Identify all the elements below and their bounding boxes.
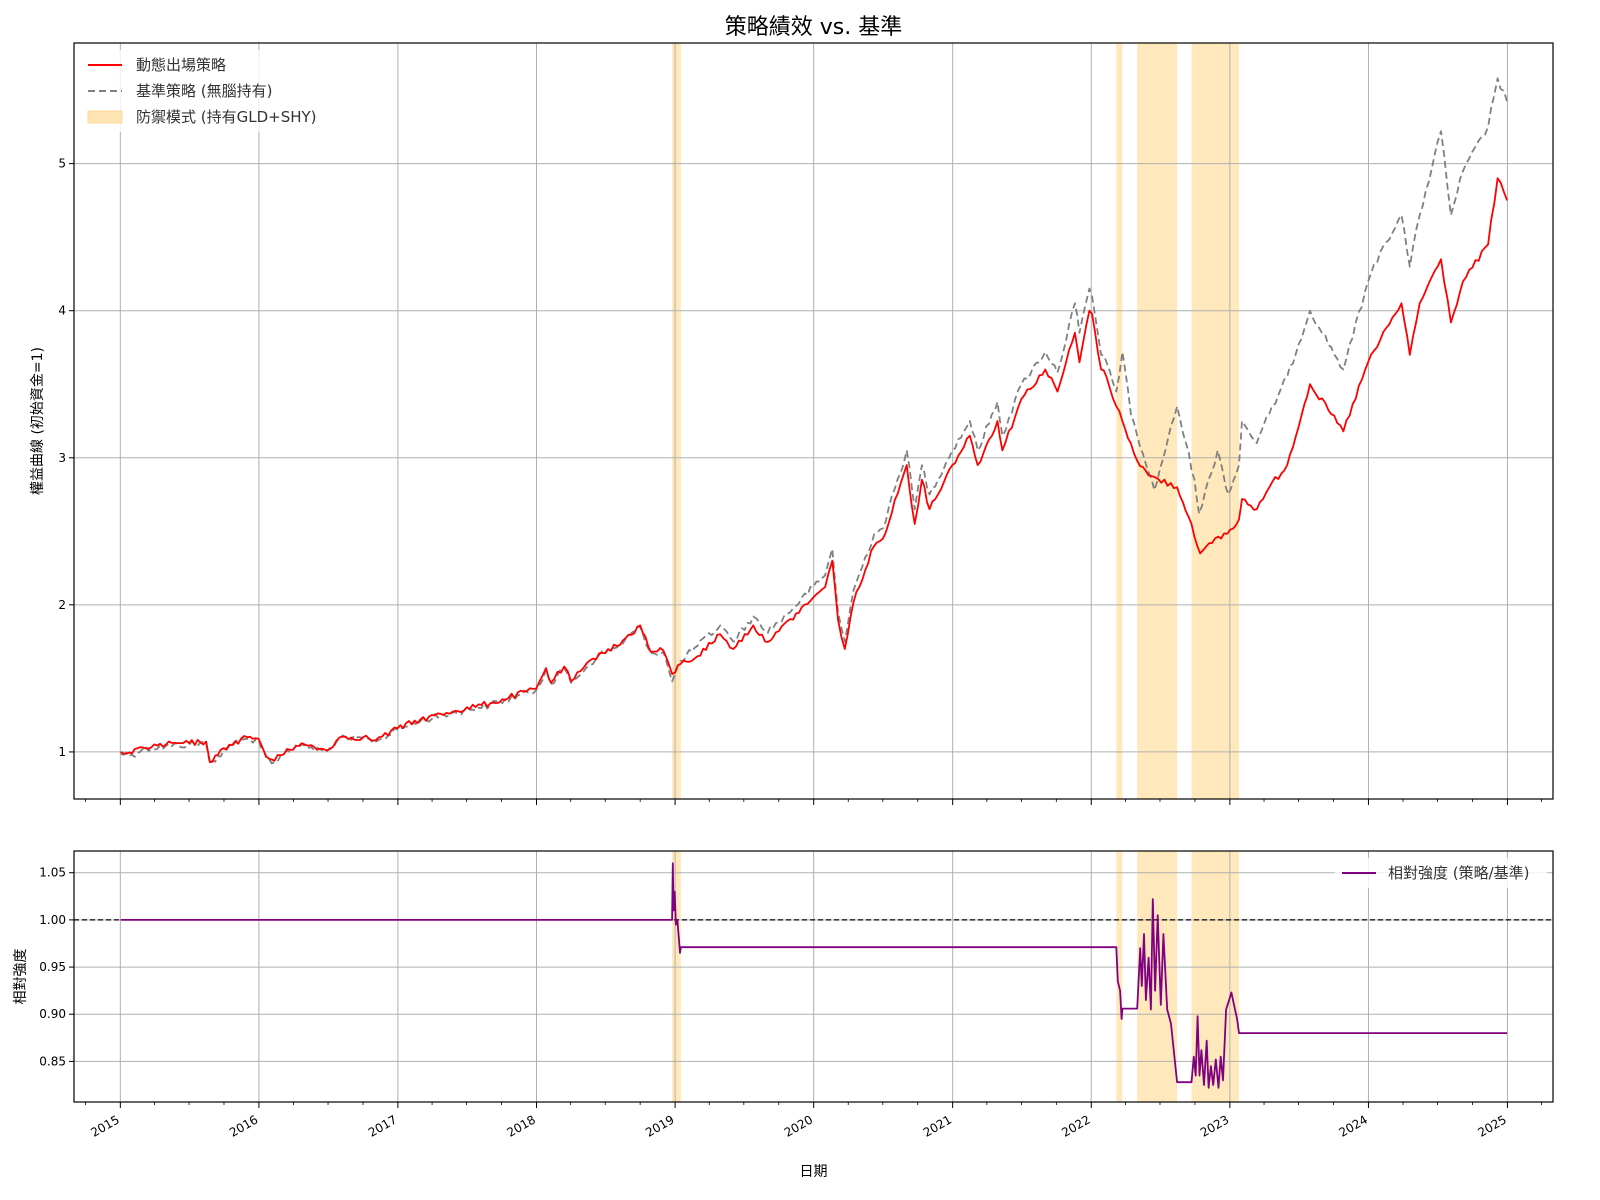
equity-grid <box>74 43 1553 799</box>
rs-xtick-label-2020: 2020 <box>782 1112 815 1139</box>
rs-xtick-label-2024: 2024 <box>1337 1112 1370 1139</box>
rs-xtick-label-2017: 2017 <box>366 1112 399 1139</box>
rs-legend-background <box>1335 858 1547 888</box>
defensive-period-4 <box>1191 43 1239 799</box>
defensive-period-2 <box>1116 43 1123 799</box>
rs-y-ticks: 0.85 0.90 0.95 1.00 1.05 <box>39 866 74 1068</box>
equity-ytick-label-4: 5 <box>58 157 66 171</box>
rs-defensive-mode-shading <box>672 851 1239 1102</box>
rs-xtick-label-2022: 2022 <box>1059 1112 1092 1139</box>
rs-xtick-label-2016: 2016 <box>227 1112 260 1139</box>
rs-xtick-label-2019: 2019 <box>643 1112 676 1139</box>
legend-defensive-label: 防禦模式 (持有GLD+SHY) <box>136 108 317 126</box>
rs-xtick-label-2025: 2025 <box>1475 1112 1508 1139</box>
defensive-period-3 <box>1137 43 1178 799</box>
equity-strategy-line-0 <box>120 177 1508 764</box>
rs-defensive-period-2 <box>1116 851 1123 1102</box>
legend-rs-label: 相對強度 (策略/基準) <box>1388 864 1530 882</box>
rs-ytick-label-4: 1.05 <box>39 866 66 880</box>
relative-strength-panel: 0.850.900.951.001.05 2015 2016 2017 2018 201… <box>13 850 1554 1180</box>
chart-title: 策略績效 vs. 基準 <box>725 15 902 40</box>
equity-legend: 動態出場策略 基準策略 (無腦持有) 防禦模式 (持有GLD+SHY) <box>82 50 337 132</box>
equity-x-ticks <box>84 799 1543 805</box>
rs-xtick-label-2015: 2015 <box>88 1112 121 1139</box>
rs-x-ticks: 2015 2016 2017 2018 2019 2020 2021 2022 2023 2024… <box>84 1102 1543 1140</box>
rs-legend: 相對強度 (策略/基準) <box>1335 858 1547 888</box>
equity-y-ticks: 1 2 3 4 5 <box>58 157 74 759</box>
equity-ytick-label-2: 3 <box>58 451 66 465</box>
equity-y-axis-label: 權益曲線 (初始資金=1) <box>29 347 46 495</box>
equity-series <box>120 77 1508 765</box>
rs-xtick-label-2021: 2021 <box>921 1112 954 1139</box>
rs-y-axis-label: 相對強度 <box>13 949 29 1005</box>
legend-defensive-swatch <box>87 110 123 124</box>
rs-grid <box>74 851 1553 1102</box>
rs-line-0 <box>120 862 1508 1089</box>
legend-benchmark-label: 基準策略 (無腦持有) <box>136 82 272 100</box>
equity-panel: 1 2 3 4 5 權益曲線 (初始資金=1) 動態出場策略 基準策略 (無腦持有) 防… <box>29 42 1554 805</box>
rs-xtick-label-2023: 2023 <box>1198 1112 1231 1139</box>
equity-ytick-label-1: 2 <box>58 598 66 612</box>
rs-defensive-period-3 <box>1137 851 1178 1102</box>
equity-ytick-label-3: 4 <box>58 304 66 318</box>
defensive-mode-shading <box>672 43 1239 799</box>
rs-ytick-label-3: 1.00 <box>39 913 66 927</box>
x-axis-label: 日期 <box>800 1164 828 1180</box>
rs-xtick-label-2018: 2018 <box>505 1112 538 1139</box>
equity-legend-background <box>82 50 337 132</box>
rs-ytick-label-1: 0.90 <box>39 1007 66 1021</box>
legend-strategy-label: 動態出場策略 <box>136 56 226 74</box>
equity-ytick-label-0: 1 <box>58 745 66 759</box>
rs-ytick-label-2: 0.95 <box>39 960 66 974</box>
rs-series <box>120 862 1508 1089</box>
defensive-period-1 <box>672 43 681 799</box>
rs-ytick-label-0: 0.85 <box>39 1054 66 1068</box>
rs-defensive-period-1 <box>672 851 681 1102</box>
